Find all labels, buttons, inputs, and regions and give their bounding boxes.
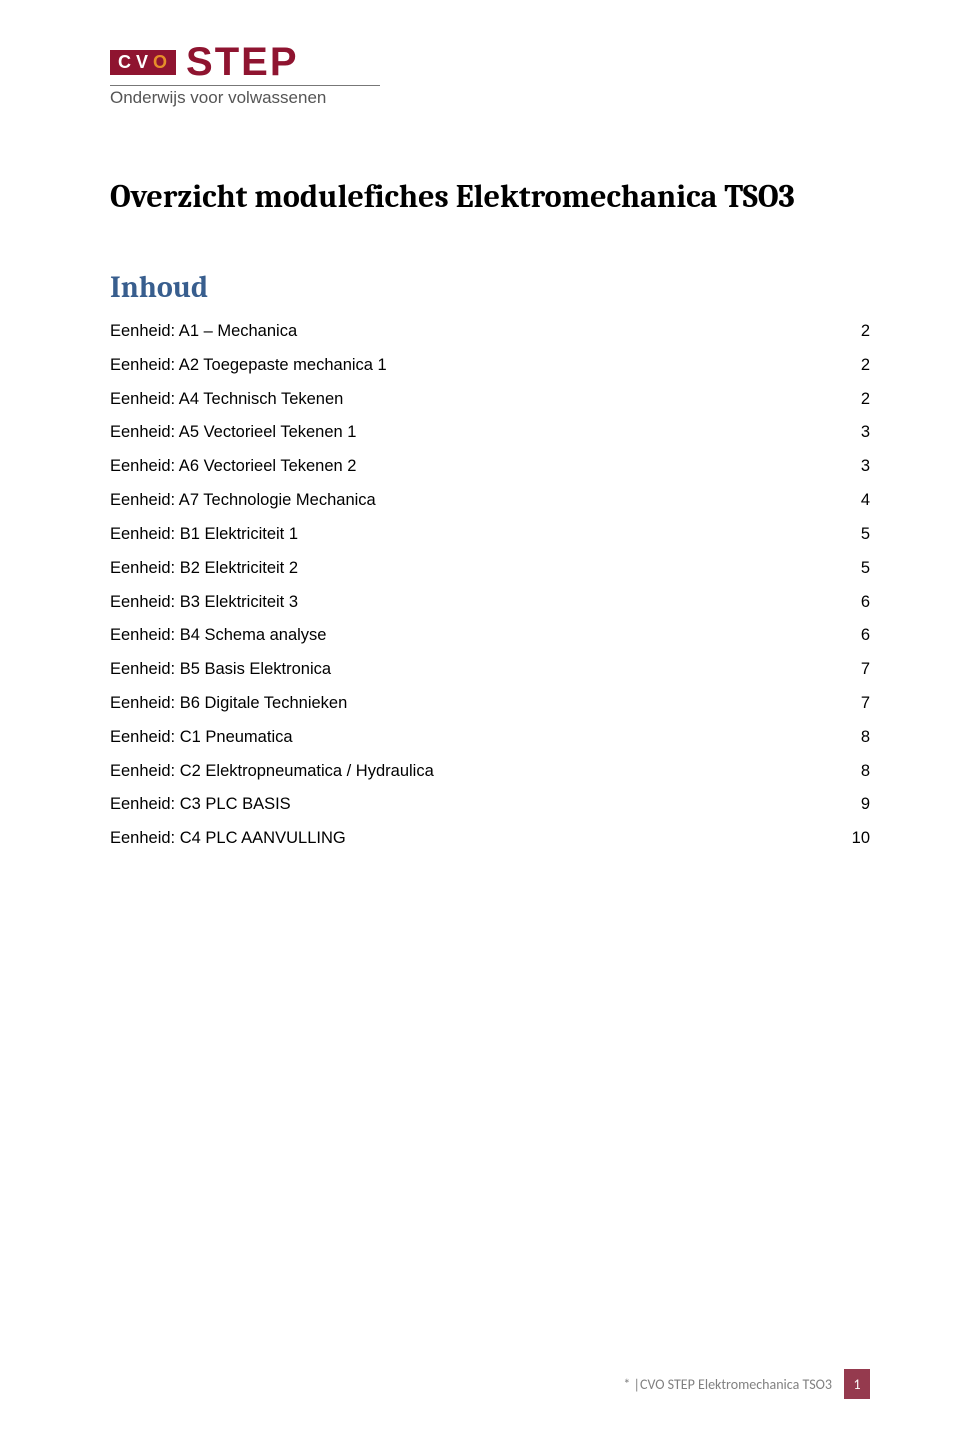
toc-item-page: 7 [859, 653, 870, 687]
toc-item-label: Eenheid: A2 Toegepaste mechanica 1 [110, 349, 387, 383]
logo-row: C V O STEP [110, 40, 870, 85]
toc-item[interactable]: Eenheid: C2 Elektropneumatica / Hydrauli… [110, 755, 870, 789]
footer: * |CVO STEP Elektromechanica TSO3 1 [623, 1369, 870, 1399]
toc-item-label: Eenheid: A4 Technisch Tekenen [110, 383, 343, 417]
toc-item[interactable]: Eenheid: C1 Pneumatica 8 [110, 721, 870, 755]
toc-item-page: 6 [859, 619, 870, 653]
toc-item-label: Eenheid: B1 Elektriciteit 1 [110, 518, 298, 552]
footer-label: CVO STEP Elektromechanica TSO3 [640, 1376, 832, 1393]
logo-box: C V O [110, 50, 176, 75]
toc-item-label: Eenheid: A7 Technologie Mechanica [110, 484, 376, 518]
toc-item-label: Eenheid: C2 Elektropneumatica / Hydrauli… [110, 755, 434, 789]
toc-item[interactable]: Eenheid: B5 Basis Elektronica 7 [110, 653, 870, 687]
toc-item-page: 8 [859, 721, 870, 755]
toc-item[interactable]: Eenheid: A7 Technologie Mechanica 4 [110, 484, 870, 518]
toc-item[interactable]: Eenheid: A2 Toegepaste mechanica 1 2 [110, 349, 870, 383]
toc-item[interactable]: Eenheid: A6 Vectorieel Tekenen 2 3 [110, 450, 870, 484]
toc-item-label: Eenheid: B6 Digitale Technieken [110, 687, 347, 721]
toc-item-page: 3 [859, 450, 870, 484]
logo-letter-c: C [118, 52, 132, 73]
toc-item[interactable]: Eenheid: B6 Digitale Technieken 7 [110, 687, 870, 721]
toc-item-label: Eenheid: A1 – Mechanica [110, 315, 297, 349]
toc-item-label: Eenheid: C3 PLC BASIS [110, 788, 291, 822]
logo-subline: Onderwijs voor volwassenen [110, 85, 380, 108]
toc-item[interactable]: Eenheid: C3 PLC BASIS 9 [110, 788, 870, 822]
toc-item-page: 6 [859, 586, 870, 620]
toc-item-label: Eenheid: A6 Vectorieel Tekenen 2 [110, 450, 356, 484]
toc-item-label: Eenheid: B3 Elektriciteit 3 [110, 586, 298, 620]
toc-item[interactable]: Eenheid: A1 – Mechanica 2 [110, 315, 870, 349]
toc-item[interactable]: Eenheid: A5 Vectorieel Tekenen 1 3 [110, 416, 870, 450]
toc-item-page: 9 [859, 788, 870, 822]
toc-item-label: Eenheid: B2 Elektriciteit 2 [110, 552, 298, 586]
footer-prefix: * | [623, 1376, 640, 1393]
toc-item-page: 4 [859, 484, 870, 518]
toc-list: Eenheid: A1 – Mechanica2Eenheid: A2 Toeg… [110, 315, 870, 856]
toc-heading: Inhoud [110, 270, 870, 305]
toc-item-page: 5 [859, 518, 870, 552]
toc-item[interactable]: Eenheid: B4 Schema analyse 6 [110, 619, 870, 653]
toc-item[interactable]: Eenheid: C4 PLC AANVULLING 10 [110, 822, 870, 856]
page-title: Overzicht modulefiches Elektromechanica … [110, 178, 870, 215]
toc-item-page: 3 [859, 416, 870, 450]
toc-item-page: 8 [859, 755, 870, 789]
logo-letter-o: O [153, 52, 168, 73]
footer-page-number: 1 [844, 1369, 870, 1399]
toc-item-label: Eenheid: A5 Vectorieel Tekenen 1 [110, 416, 356, 450]
toc-item-page: 2 [859, 383, 870, 417]
logo-block: C V O STEP Onderwijs voor volwassenen [110, 40, 870, 108]
toc-item-page: 2 [859, 315, 870, 349]
logo-word: STEP [186, 40, 298, 85]
toc-item-label: Eenheid: C1 Pneumatica [110, 721, 293, 755]
toc-item-label: Eenheid: C4 PLC AANVULLING [110, 822, 346, 856]
toc-item-label: Eenheid: B4 Schema analyse [110, 619, 326, 653]
toc-item[interactable]: Eenheid: B2 Elektriciteit 2 5 [110, 552, 870, 586]
toc-item[interactable]: Eenheid: A4 Technisch Tekenen 2 [110, 383, 870, 417]
toc-item-page: 10 [850, 822, 870, 856]
toc-item-page: 7 [859, 687, 870, 721]
toc-item[interactable]: Eenheid: B1 Elektriciteit 1 5 [110, 518, 870, 552]
toc-item-page: 2 [859, 349, 870, 383]
toc-item-page: 5 [859, 552, 870, 586]
footer-text: * |CVO STEP Elektromechanica TSO3 [623, 1376, 832, 1393]
toc-item[interactable]: Eenheid: B3 Elektriciteit 3 6 [110, 586, 870, 620]
logo-letter-v: V [136, 52, 149, 73]
toc-item-label: Eenheid: B5 Basis Elektronica [110, 653, 331, 687]
